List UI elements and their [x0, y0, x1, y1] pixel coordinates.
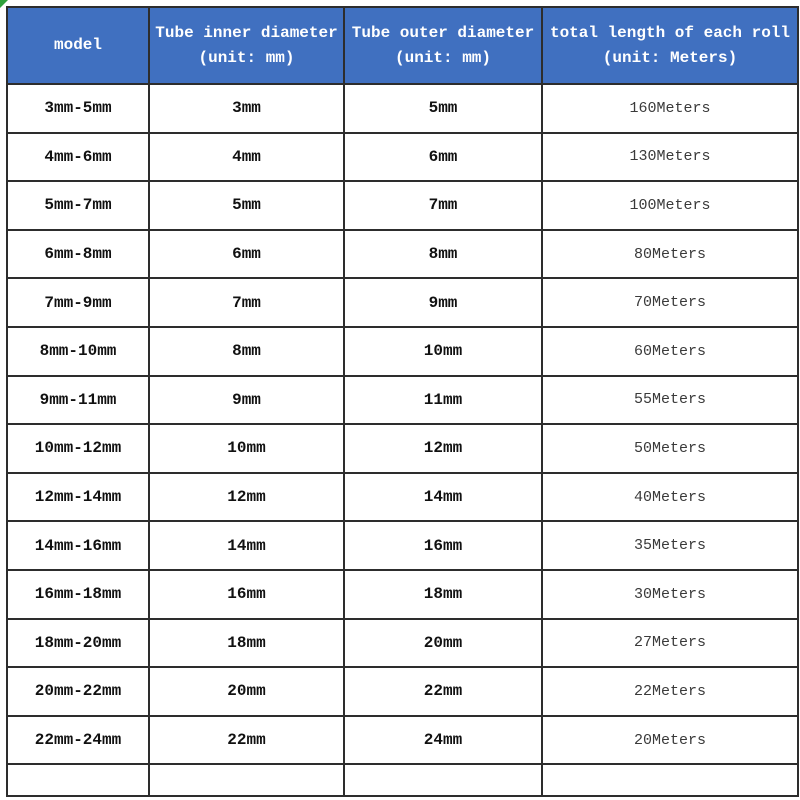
table-row: 10mm-12mm 10mm 12mm 50Meters	[6, 423, 799, 474]
cell-total-length: 100Meters	[541, 180, 799, 231]
cell-total-length: 70Meters	[541, 277, 799, 328]
table-row: 22mm-24mm 22mm 24mm 20Meters	[6, 714, 799, 766]
header-inner-label: Tube inner diameter	[155, 23, 338, 42]
cell-outer-diameter: 9mm	[343, 277, 543, 328]
cell-model: 12mm-14mm	[6, 471, 150, 523]
table-row: 8mm-10mm 8mm 10mm 60Meters	[6, 325, 799, 377]
cell-model: 4mm-6mm	[6, 131, 150, 183]
cell-outer-diameter: 22mm	[343, 666, 543, 717]
table-row: 6mm-8mm 6mm 8mm 80Meters	[6, 228, 799, 280]
cell-model: 20mm-22mm	[6, 666, 150, 717]
cell-inner-diameter: 5mm	[148, 180, 345, 231]
cell-model: 3mm-5mm	[6, 83, 150, 134]
table-row: 3mm-5mm 3mm 5mm 160Meters	[6, 83, 799, 134]
cell-total-length: 30Meters	[541, 568, 799, 620]
cell-total-length: 22Meters	[541, 666, 799, 717]
cell-total-length: 50Meters	[541, 423, 799, 474]
cell-outer-diameter: 14mm	[343, 471, 543, 523]
spreadsheet-corner-marker-icon	[0, 0, 8, 8]
cell-outer-diameter: 20mm	[343, 617, 543, 669]
header-inner-diameter: Tube inner diameter (unit: mm)	[148, 6, 345, 85]
cell-total-length: 27Meters	[541, 617, 799, 669]
cell-total-length: 35Meters	[541, 520, 799, 571]
cell-outer-diameter: 24mm	[343, 714, 543, 766]
cell-total-length: 55Meters	[541, 374, 799, 426]
table-body: 3mm-5mm 3mm 5mm 160Meters 4mm-6mm 4mm 6m…	[6, 83, 799, 798]
cell-total-length: 20Meters	[541, 714, 799, 766]
cell-model: 7mm-9mm	[6, 277, 150, 328]
cell-inner-diameter: 22mm	[148, 714, 345, 766]
cell-inner-diameter: 16mm	[148, 568, 345, 620]
cell-inner-diameter: 9mm	[148, 374, 345, 426]
empty-cell	[6, 763, 150, 798]
cell-total-length: 80Meters	[541, 228, 799, 280]
cell-outer-diameter: 5mm	[343, 83, 543, 134]
header-inner-unit: (unit: mm)	[198, 48, 295, 67]
empty-cell	[343, 763, 543, 798]
table-row: 4mm-6mm 4mm 6mm 130Meters	[6, 131, 799, 183]
header-total-length: total length of each roll (unit: Meters)	[541, 6, 799, 85]
header-model: model	[6, 6, 150, 85]
cell-total-length: 60Meters	[541, 325, 799, 377]
header-row: model Tube inner diameter (unit: mm) Tub…	[6, 6, 799, 85]
cell-outer-diameter: 11mm	[343, 374, 543, 426]
table-row: 14mm-16mm 14mm 16mm 35Meters	[6, 520, 799, 571]
cell-model: 16mm-18mm	[6, 568, 150, 620]
cell-outer-diameter: 12mm	[343, 423, 543, 474]
cell-model: 10mm-12mm	[6, 423, 150, 474]
cell-model: 14mm-16mm	[6, 520, 150, 571]
table-row: 12mm-14mm 12mm 14mm 40Meters	[6, 471, 799, 523]
cell-outer-diameter: 8mm	[343, 228, 543, 280]
cell-inner-diameter: 3mm	[148, 83, 345, 134]
cell-total-length: 40Meters	[541, 471, 799, 523]
header-length-label: total length of each roll	[549, 23, 791, 42]
table-row: 18mm-20mm 18mm 20mm 27Meters	[6, 617, 799, 669]
cell-inner-diameter: 6mm	[148, 228, 345, 280]
table-row: 16mm-18mm 16mm 18mm 30Meters	[6, 568, 799, 620]
header-outer-diameter: Tube outer diameter (unit: mm)	[343, 6, 543, 85]
cell-inner-diameter: 12mm	[148, 471, 345, 523]
cell-model: 9mm-11mm	[6, 374, 150, 426]
header-outer-unit: (unit: mm)	[394, 48, 491, 67]
cell-inner-diameter: 10mm	[148, 423, 345, 474]
header-outer-label: Tube outer diameter	[351, 23, 535, 42]
cell-inner-diameter: 4mm	[148, 131, 345, 183]
cell-total-length: 160Meters	[541, 83, 799, 134]
table-row: 20mm-22mm 20mm 22mm 22Meters	[6, 666, 799, 717]
table-header: model Tube inner diameter (unit: mm) Tub…	[6, 6, 799, 85]
cell-model: 18mm-20mm	[6, 617, 150, 669]
cell-outer-diameter: 18mm	[343, 568, 543, 620]
cell-total-length: 130Meters	[541, 131, 799, 183]
table-row: 9mm-11mm 9mm 11mm 55Meters	[6, 374, 799, 426]
header-length-unit: (unit: Meters)	[602, 48, 738, 67]
cell-inner-diameter: 20mm	[148, 666, 345, 717]
cell-outer-diameter: 10mm	[343, 325, 543, 377]
cell-model: 8mm-10mm	[6, 325, 150, 377]
cell-model: 6mm-8mm	[6, 228, 150, 280]
header-model-label: model	[53, 36, 102, 55]
tube-spec-table: model Tube inner diameter (unit: mm) Tub…	[6, 6, 799, 798]
cell-inner-diameter: 8mm	[148, 325, 345, 377]
cell-model: 22mm-24mm	[6, 714, 150, 766]
empty-cell	[541, 763, 799, 798]
cell-outer-diameter: 6mm	[343, 131, 543, 183]
cell-inner-diameter: 7mm	[148, 277, 345, 328]
table-row: 7mm-9mm 7mm 9mm 70Meters	[6, 277, 799, 328]
clipped-partial-row	[6, 763, 799, 798]
empty-cell	[148, 763, 345, 798]
cell-outer-diameter: 16mm	[343, 520, 543, 571]
table-row: 5mm-7mm 5mm 7mm 100Meters	[6, 180, 799, 231]
cell-inner-diameter: 14mm	[148, 520, 345, 571]
cell-inner-diameter: 18mm	[148, 617, 345, 669]
cell-model: 5mm-7mm	[6, 180, 150, 231]
cell-outer-diameter: 7mm	[343, 180, 543, 231]
